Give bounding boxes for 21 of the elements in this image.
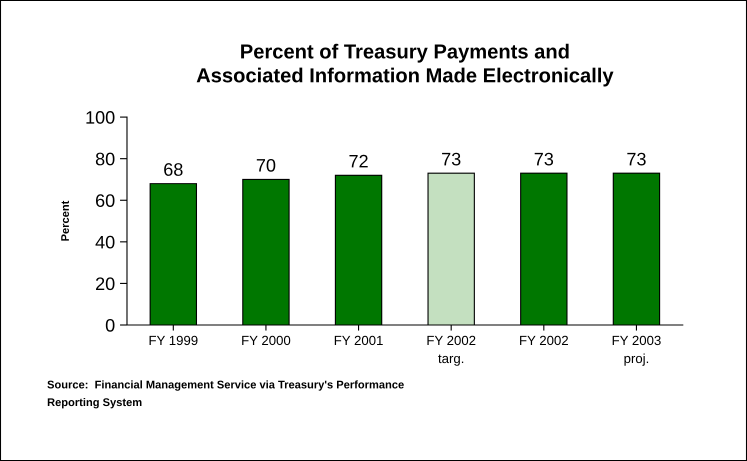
x-tick-label: FY 2000 xyxy=(242,336,290,346)
y-tick-label: 20 xyxy=(96,277,114,290)
chart-title: Percent of Treasury Payments and Associated Information Made Electronically xyxy=(196,44,614,86)
data-label: 70 xyxy=(256,158,276,172)
y-tick-label: 100 xyxy=(86,111,114,124)
data-label: 68 xyxy=(164,163,183,176)
x-tick-label: FY 2001 xyxy=(334,336,383,346)
y-tick-label: 60 xyxy=(96,194,114,207)
y-axis-title: Percent xyxy=(61,200,69,241)
source-note: Source: Financial Management Service via Treasury's Performance Reporting System xyxy=(47,380,404,408)
x-tick-label: FY 2002 xyxy=(520,336,568,346)
y-tick-label: 80 xyxy=(96,152,114,166)
x-tick-label: FY 2002 targ. xyxy=(427,336,476,366)
data-label: 73 xyxy=(627,152,646,166)
data-label: 72 xyxy=(349,154,368,168)
data-label: 73 xyxy=(534,152,554,166)
y-tick-label: 40 xyxy=(96,236,114,249)
x-tick-label: FY 1999 xyxy=(150,336,198,346)
y-tick-label: 0 xyxy=(106,318,114,332)
x-tick-label: FY 2003 proj. xyxy=(612,336,661,366)
data-label: 73 xyxy=(442,152,460,166)
